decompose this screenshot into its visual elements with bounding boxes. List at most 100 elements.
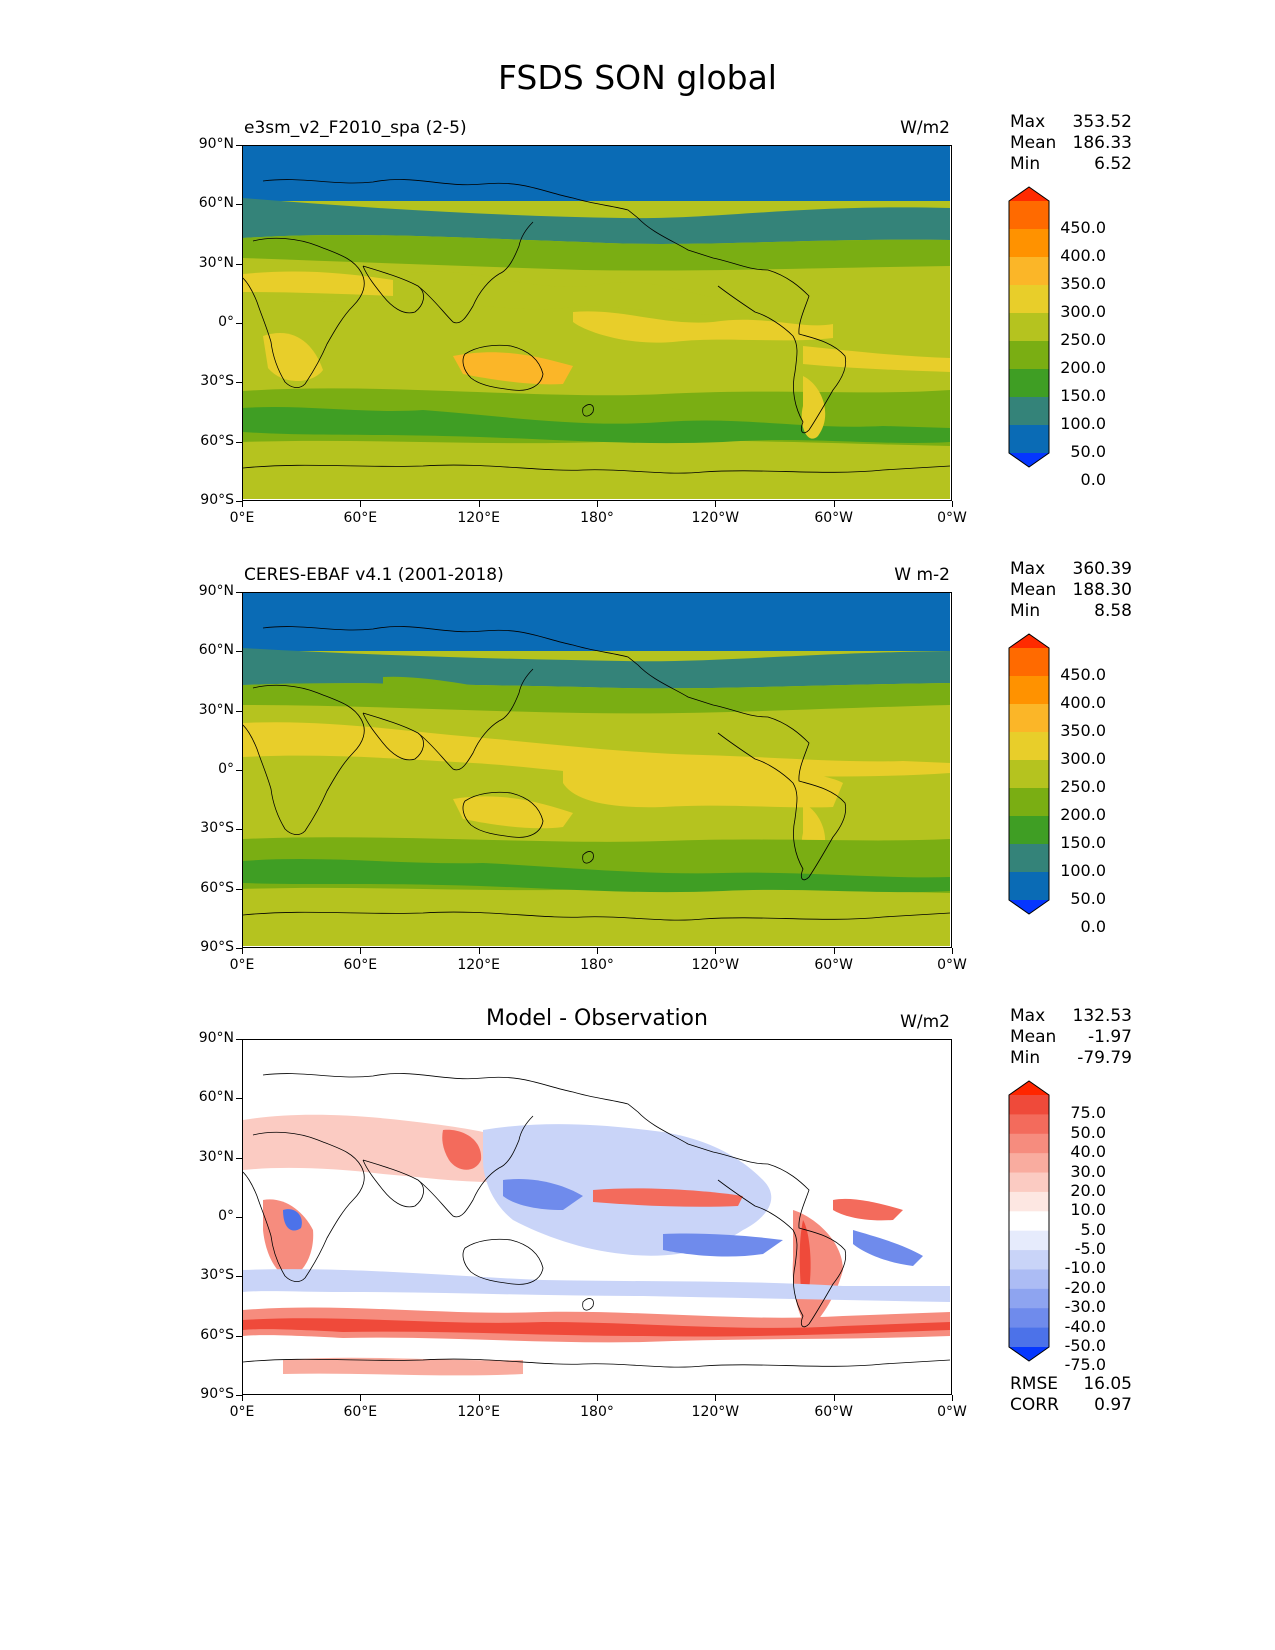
stat-label: Max bbox=[1010, 559, 1046, 579]
colorbar-tick-label: 0.0 bbox=[1080, 470, 1106, 489]
colorbar-segment bbox=[1009, 1172, 1049, 1193]
panel-3-error-stats: RMSE 16.05 CORR 0.97 bbox=[1010, 1374, 1132, 1416]
panel-2-title: CERES-EBAF v4.1 (2001-2018) bbox=[244, 565, 504, 585]
lat-tick-mark bbox=[236, 1157, 242, 1159]
lon-tick-mark bbox=[597, 501, 598, 507]
lat-tick-mark bbox=[236, 770, 242, 771]
stat-label: Mean bbox=[1010, 580, 1057, 600]
lat-tick-mark bbox=[236, 263, 242, 265]
colorbar-segment bbox=[1009, 1230, 1049, 1251]
colorbar-difference bbox=[1008, 1080, 1050, 1362]
colorbar-tick-label: 350.0 bbox=[1060, 721, 1106, 740]
lon-tick-label: 180° bbox=[580, 510, 614, 526]
lat-tick-label: 30°N bbox=[198, 701, 234, 718]
lon-tick-mark bbox=[715, 948, 717, 954]
lon-tick-mark bbox=[952, 948, 953, 954]
stat-label: Mean bbox=[1010, 133, 1057, 153]
lon-tick-label: 0°W bbox=[937, 1404, 967, 1420]
colorbar-tick-label: 150.0 bbox=[1060, 833, 1106, 852]
lon-tick-label: 60°W bbox=[814, 510, 853, 526]
colorbar-segment bbox=[1009, 816, 1049, 845]
lat-tick-mark bbox=[236, 1039, 242, 1040]
lon-tick-mark bbox=[242, 501, 243, 507]
lon-tick-label: 60°E bbox=[343, 1404, 378, 1420]
lon-tick-label: 0°E bbox=[229, 510, 255, 526]
colorbar-segment bbox=[1009, 732, 1049, 761]
lon-tick-label: 120°W bbox=[691, 510, 740, 526]
colorbar-bottom-extension bbox=[1009, 453, 1049, 467]
lat-tick-mark bbox=[236, 204, 242, 206]
lat-tick-label: 60°N bbox=[198, 642, 234, 659]
colorbar-tick-label: -5.0 bbox=[1074, 1239, 1106, 1259]
lon-tick-mark bbox=[833, 1395, 835, 1401]
lon-tick-mark bbox=[360, 501, 362, 507]
colorbar-tick-label: 400.0 bbox=[1060, 246, 1106, 265]
lon-tick-mark bbox=[478, 948, 480, 954]
lon-tick-mark bbox=[360, 948, 362, 954]
colorbar-bottom-extension bbox=[1009, 1347, 1049, 1361]
colorbar-segment bbox=[1009, 285, 1049, 314]
lat-tick-mark bbox=[236, 441, 242, 443]
lat-tick-label: 0° bbox=[218, 761, 234, 777]
stat-value: -79.79 bbox=[1077, 1048, 1132, 1068]
colorbar-segment bbox=[1009, 788, 1049, 817]
panel-3-units: W/m2 bbox=[900, 1012, 950, 1032]
lon-tick-mark bbox=[360, 1395, 362, 1401]
lon-tick-label: 120°E bbox=[457, 1404, 500, 1420]
figure-title: FSDS SON global bbox=[498, 58, 777, 97]
lat-tick-label: 0° bbox=[218, 1208, 234, 1224]
colorbar-tick-label: -75.0 bbox=[1064, 1355, 1106, 1375]
lat-tick-label: 60°S bbox=[200, 432, 234, 449]
lon-tick-mark bbox=[597, 948, 598, 954]
lat-tick-label: 60°N bbox=[198, 195, 234, 212]
lon-tick-label: 60°W bbox=[814, 1404, 853, 1420]
lat-tick-mark bbox=[236, 1395, 242, 1396]
lat-tick-label: 90°N bbox=[198, 1030, 234, 1046]
lon-tick-mark bbox=[952, 1395, 953, 1401]
colorbar-tick-label: 50.0 bbox=[1070, 442, 1106, 461]
colorbar-tick-label: 350.0 bbox=[1060, 274, 1106, 293]
stat-label: Mean bbox=[1010, 1027, 1057, 1047]
colorbar-segment bbox=[1009, 1288, 1049, 1309]
lat-tick-mark bbox=[236, 829, 242, 831]
colorbar-segment bbox=[1009, 844, 1049, 873]
colorbar-absolute bbox=[1008, 186, 1050, 468]
lat-tick-label: 90°N bbox=[198, 136, 234, 152]
lon-tick-label: 180° bbox=[580, 957, 614, 973]
colorbar-tick-label: 250.0 bbox=[1060, 330, 1106, 349]
lat-tick-label: 30°S bbox=[200, 1267, 234, 1284]
stat-value: 8.58 bbox=[1094, 601, 1132, 621]
colorbar-tick-label: 100.0 bbox=[1060, 414, 1106, 433]
lon-tick-mark bbox=[952, 501, 953, 507]
lat-tick-mark bbox=[236, 501, 242, 502]
stat-label: Min bbox=[1010, 154, 1041, 174]
colorbar-tick-label: 150.0 bbox=[1060, 386, 1106, 405]
stat-value: 186.33 bbox=[1072, 133, 1132, 153]
colorbar-segment bbox=[1009, 1095, 1049, 1115]
colorbar-bottom-extension bbox=[1009, 900, 1049, 914]
colorbar-segment bbox=[1009, 341, 1049, 370]
colorbar-segment bbox=[1009, 1211, 1049, 1232]
lon-tick-label: 60°E bbox=[343, 957, 378, 973]
colorbar-tick-label: -50.0 bbox=[1064, 1336, 1106, 1355]
colorbar-tick-label: -10.0 bbox=[1064, 1258, 1106, 1278]
colorbar-tick-label: -20.0 bbox=[1064, 1277, 1106, 1297]
stat-label: Max bbox=[1010, 1006, 1046, 1026]
lon-tick-mark bbox=[242, 1395, 243, 1401]
lat-tick-label: 60°S bbox=[200, 1326, 234, 1343]
lon-tick-mark bbox=[242, 948, 243, 954]
colorbar-tick-label: 200.0 bbox=[1060, 358, 1106, 377]
lon-tick-mark bbox=[715, 501, 717, 507]
colorbar-top-extension bbox=[1009, 187, 1049, 201]
colorbar-tick-label: 10.0 bbox=[1070, 1200, 1106, 1220]
colorbar-segment bbox=[1009, 397, 1049, 426]
lon-tick-mark bbox=[833, 948, 835, 954]
colorbar-segment bbox=[1009, 1308, 1049, 1329]
panel-1-map bbox=[242, 145, 952, 501]
lat-tick-mark bbox=[236, 710, 242, 712]
lon-tick-label: 60°E bbox=[343, 510, 378, 526]
lon-tick-label: 120°E bbox=[457, 957, 500, 973]
panel-3-map bbox=[242, 1039, 952, 1395]
lon-tick-label: 180° bbox=[580, 1404, 614, 1420]
colorbar-tick-label: -30.0 bbox=[1064, 1297, 1106, 1317]
